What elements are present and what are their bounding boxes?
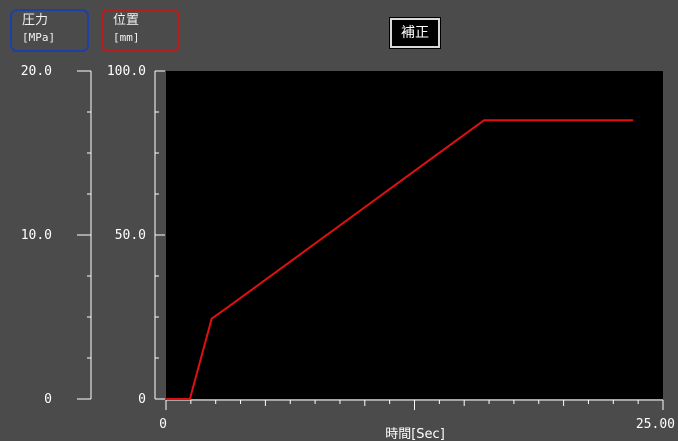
pressure-tick-label: 10.0: [21, 228, 52, 243]
time-tick-label: 0: [159, 417, 167, 432]
time-tick-label: 25.00: [636, 417, 675, 432]
position-legend: 位置 [mm]: [101, 9, 180, 52]
pressure-legend: 圧力 [MPa]: [10, 9, 89, 52]
pressure-tick-label: 20.0: [21, 64, 52, 79]
series-layer: [166, 119, 634, 400]
pressure-legend-unit: [MPa]: [22, 31, 56, 44]
correction-button[interactable]: 補正: [389, 17, 441, 49]
pressure-legend-label: 圧力: [22, 13, 49, 28]
position-tick-label: 100.0: [107, 64, 146, 79]
time-axis-title: 時間[Sec]: [385, 427, 445, 441]
position-legend-unit: [mm]: [113, 31, 140, 44]
plot-area: [166, 71, 663, 399]
axes-layer: 0 10.0 20.0 0 50.0 100.0 0 25.00 時間[Sec]: [21, 64, 675, 441]
position-series-line: [166, 119, 634, 400]
position-tick-label: 50.0: [115, 228, 146, 243]
position-tick-label: 0: [138, 392, 146, 407]
position-legend-label: 位置: [113, 13, 140, 28]
pressure-tick-label: 0: [44, 392, 52, 407]
